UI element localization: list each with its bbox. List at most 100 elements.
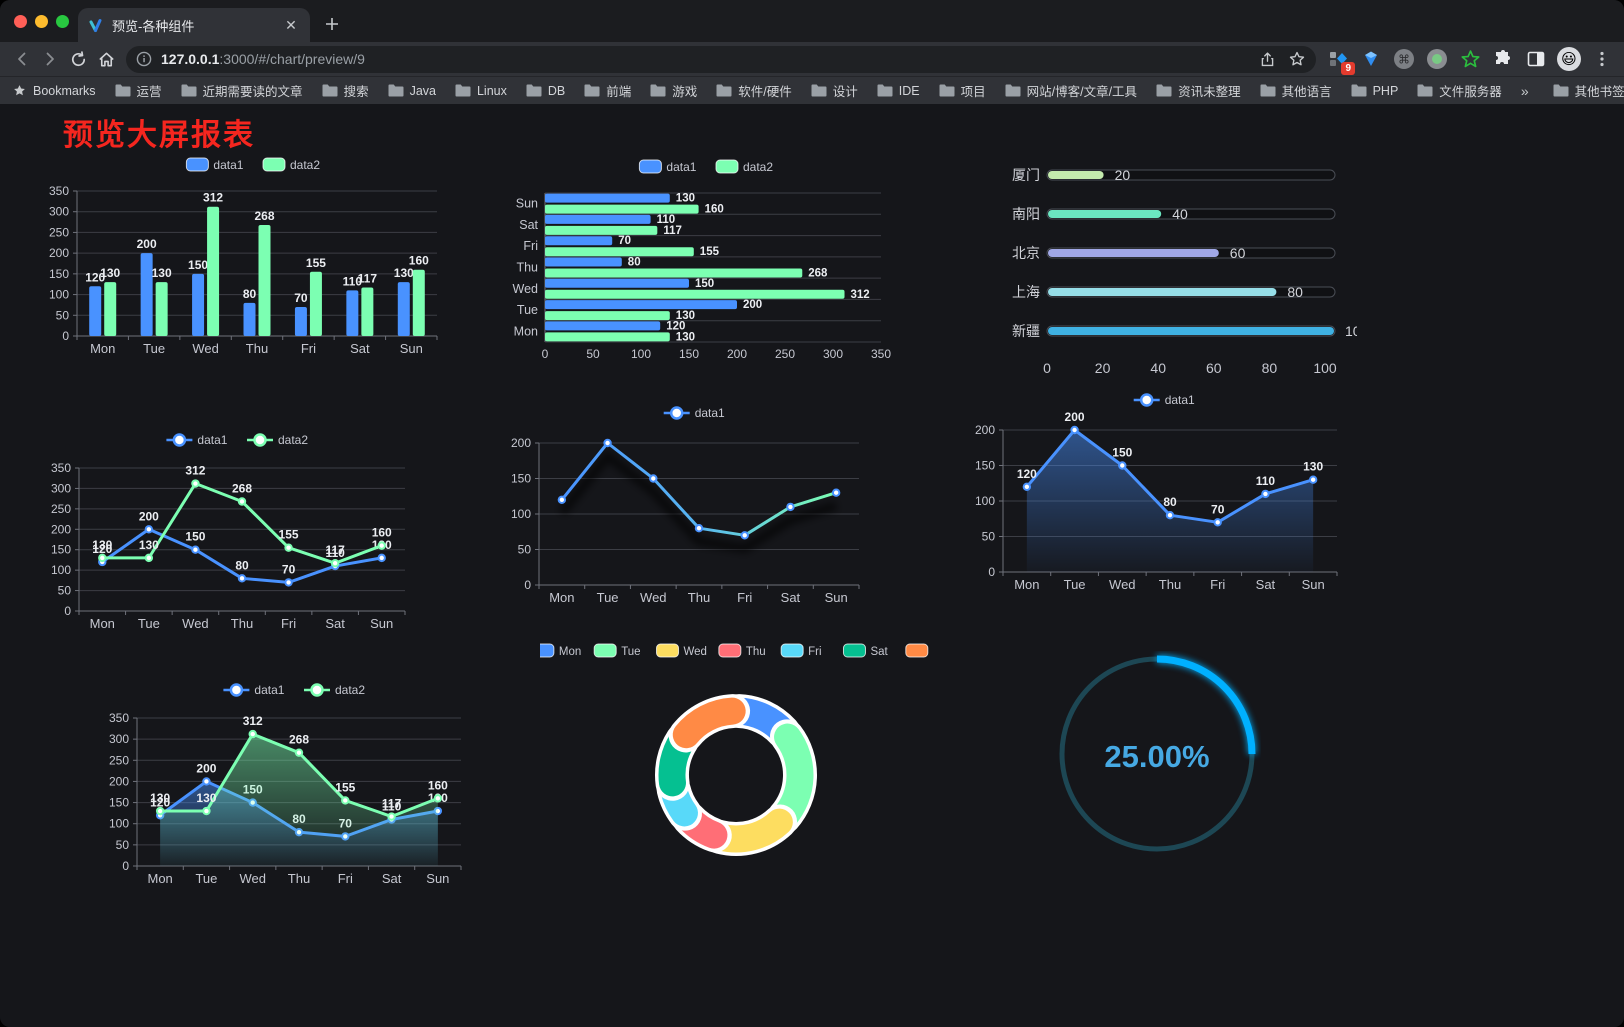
bookmark-folder[interactable]: 前端	[584, 81, 631, 100]
svg-text:Thu: Thu	[288, 871, 310, 886]
svg-text:20: 20	[1095, 360, 1111, 376]
extension-gem-icon[interactable]	[1359, 47, 1383, 71]
folder-icon	[811, 84, 827, 97]
share-icon[interactable]	[1259, 51, 1276, 68]
svg-text:120: 120	[1017, 467, 1037, 481]
svg-text:data1: data1	[695, 406, 725, 420]
tab-close-icon[interactable]: ✕	[285, 17, 297, 33]
svg-text:60: 60	[1230, 245, 1246, 261]
star-icon	[14, 85, 25, 96]
bookmark-folder[interactable]: IDE	[877, 84, 920, 98]
svg-text:155: 155	[306, 256, 326, 270]
extensions-puzzle-icon[interactable]	[1491, 47, 1515, 71]
maximize-window-button[interactable]	[56, 15, 69, 28]
bookmarks-overflow-chevron[interactable]: »	[1520, 82, 1529, 99]
chart-area-two-series[interactable]: data1 data2 0 50 100 150 200 250 300 350 Mon Tue Wed…	[103, 676, 473, 896]
bookmark-folder[interactable]: 设计	[811, 81, 858, 100]
svg-text:50: 50	[56, 308, 70, 322]
svg-text:250: 250	[109, 753, 129, 767]
svg-text:350: 350	[109, 711, 129, 725]
chart-progress-bars[interactable]: 厦门 20 南阳 40 北京 60 上海 80 新疆 100 0 20 40 60 80 100	[985, 151, 1357, 391]
minimize-window-button[interactable]	[35, 15, 48, 28]
bookmark-star-icon[interactable]	[1288, 50, 1306, 68]
svg-text:150: 150	[975, 459, 995, 473]
bookmark-folder[interactable]: 搜索	[322, 81, 369, 100]
svg-text:130: 130	[676, 310, 695, 322]
svg-text:130: 130	[139, 538, 159, 552]
svg-text:Tue: Tue	[621, 646, 640, 658]
folder-icon	[939, 84, 955, 97]
home-button[interactable]	[92, 45, 120, 73]
svg-text:Mon: Mon	[90, 341, 115, 356]
svg-text:150: 150	[679, 347, 699, 361]
svg-text:data2: data2	[743, 160, 773, 174]
svg-text:100: 100	[975, 494, 995, 508]
svg-text:312: 312	[851, 289, 870, 301]
svg-text:155: 155	[335, 780, 355, 794]
back-button[interactable]	[8, 45, 36, 73]
svg-text:100: 100	[109, 817, 129, 831]
svg-text:130: 130	[196, 791, 216, 805]
url-bar[interactable]: 127.0.0.1:3000/#/chart/preview/9	[126, 45, 1316, 73]
chart-line-gradient[interactable]: data1 0 50 100 150 200 Mon Tue Wed Thu Fri Sat Sun	[503, 399, 873, 619]
svg-text:160: 160	[372, 526, 392, 540]
svg-text:60: 60	[1206, 360, 1222, 376]
profile-avatar[interactable]: 😃	[1557, 47, 1581, 71]
browser-tab[interactable]: 预览-各种组件 ✕	[78, 8, 310, 42]
bookmark-folder[interactable]: 文件服务器	[1417, 81, 1502, 100]
reload-button[interactable]	[64, 45, 92, 73]
extension-proxy-grid-icon[interactable]: 9	[1326, 47, 1355, 75]
bookmark-folder[interactable]: 近期需要读的文章	[181, 81, 303, 100]
svg-text:110: 110	[1256, 474, 1276, 488]
chart-bar-horizontal[interactable]: data1 data2 Sun 130 160 Sat 110 117 Fri 70 155 Thu 8…	[503, 153, 897, 368]
svg-text:Mon: Mon	[514, 324, 538, 338]
svg-text:20: 20	[1115, 167, 1131, 183]
svg-text:Sun: Sun	[825, 590, 848, 605]
bookmarks-manager[interactable]: Bookmarks	[12, 83, 96, 98]
chart-line-area[interactable]: data1 0 50 100 150 200 Mon Tue Wed Thu Fri Sat Sun 12…	[963, 386, 1353, 606]
svg-text:0: 0	[1043, 360, 1051, 376]
gauge-value-label: 25.00%	[1104, 739, 1210, 774]
bookmark-folder[interactable]: PHP	[1351, 83, 1399, 98]
bookmark-folder[interactable]: 游戏	[650, 81, 697, 100]
forward-button[interactable]	[36, 45, 64, 73]
svg-text:130: 130	[150, 791, 170, 805]
bookmark-folder[interactable]: 项目	[939, 81, 986, 100]
bookmark-folder-label: PHP	[1372, 83, 1399, 98]
svg-text:200: 200	[1065, 410, 1085, 424]
chart-bar-grouped[interactable]: data1 data2 0 50 100 150 200 250 300 350 Mon Tue Wed…	[45, 151, 445, 366]
extension-green-star-icon[interactable]	[1458, 47, 1482, 71]
bookmark-folder[interactable]: 软件/硬件	[716, 81, 792, 100]
close-window-button[interactable]	[14, 15, 27, 28]
bookmark-folder[interactable]: 运营	[115, 81, 162, 100]
extension-command-icon[interactable]: ⌘	[1392, 47, 1416, 71]
chart-gauge-ring[interactable]: 25.00%	[1053, 651, 1261, 859]
bookmark-folder[interactable]: Java	[388, 84, 436, 98]
svg-text:0: 0	[64, 604, 71, 618]
extension-record-icon[interactable]	[1425, 47, 1449, 71]
svg-text:Tue: Tue	[143, 341, 165, 356]
side-panel-icon[interactable]	[1524, 47, 1548, 71]
bookmark-folder[interactable]: 其他语言	[1260, 81, 1332, 100]
bookmark-folder[interactable]: DB	[526, 84, 565, 98]
bookmark-folder[interactable]: 网站/博客/文章/工具	[1005, 81, 1137, 100]
svg-text:Thu: Thu	[1159, 577, 1181, 592]
page-title: 预览大屏报表	[63, 119, 255, 152]
svg-text:Sat: Sat	[350, 341, 370, 356]
menu-dots-icon[interactable]	[1590, 47, 1614, 71]
svg-text:data2: data2	[278, 433, 308, 447]
new-tab-button[interactable]	[318, 10, 346, 38]
svg-text:data2: data2	[290, 158, 320, 172]
svg-text:Tue: Tue	[517, 303, 538, 317]
svg-text:150: 150	[1112, 446, 1132, 460]
site-info-icon[interactable]	[136, 51, 152, 67]
bookmark-folder[interactable]: 资讯未整理	[1156, 81, 1241, 100]
extension-icons: 9 ⌘ 😃	[1326, 47, 1614, 75]
chart-line-two-series[interactable]: data1 data2 0 50 100 150 200 250 300 350 Mon Tue Wed…	[45, 426, 417, 641]
bookmark-folder[interactable]: Linux	[455, 84, 507, 98]
other-bookmarks-folder[interactable]: 其他书签	[1553, 81, 1624, 100]
svg-text:160: 160	[409, 254, 429, 268]
svg-text:Sun: Sun	[400, 341, 423, 356]
folder-icon	[716, 84, 732, 97]
